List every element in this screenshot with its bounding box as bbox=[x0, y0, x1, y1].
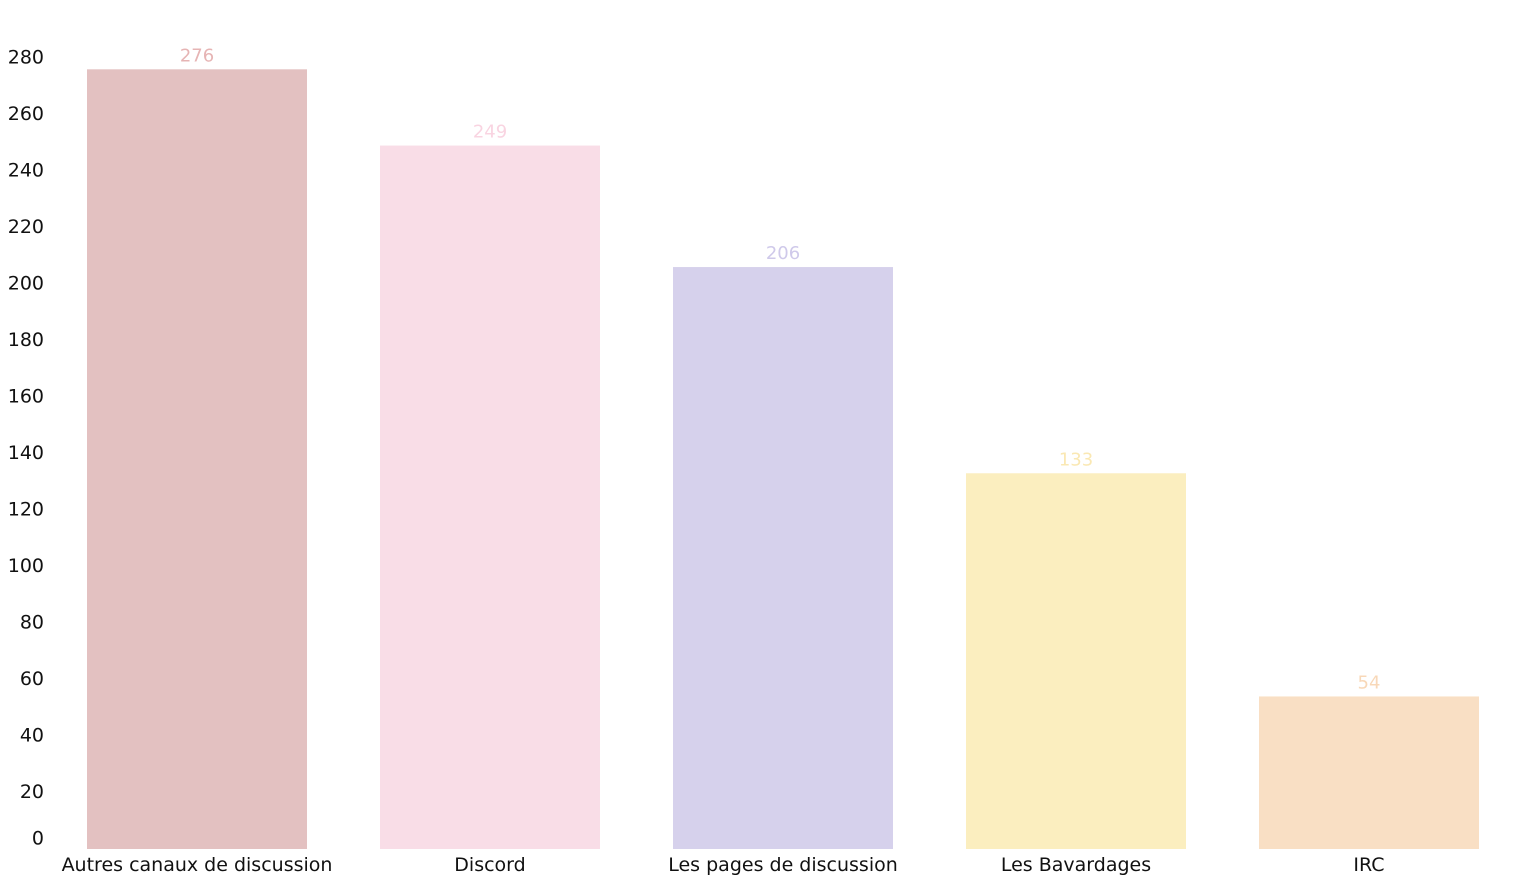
bar-value-label: 276 bbox=[180, 45, 214, 66]
bar bbox=[87, 69, 307, 850]
value-labels-group: 276 249 206 133 54 bbox=[180, 45, 1381, 693]
bar bbox=[380, 145, 600, 849]
y-tick-label: 260 bbox=[8, 103, 44, 125]
bar-value-label: 133 bbox=[1059, 449, 1093, 470]
y-tick-label: 280 bbox=[8, 47, 44, 69]
category-label: Discord bbox=[454, 854, 525, 876]
y-tick-label: 140 bbox=[8, 442, 44, 464]
category-label: Les pages de discussion bbox=[668, 854, 898, 876]
bars-group bbox=[87, 69, 1479, 850]
y-tick-label: 80 bbox=[20, 612, 44, 634]
category-labels-group: Autres canaux de discussion Discord Les pa… bbox=[62, 854, 1385, 876]
y-tick-label: 240 bbox=[8, 160, 44, 182]
bar bbox=[1259, 696, 1479, 849]
y-tick-label: 200 bbox=[8, 273, 44, 295]
bar-value-label: 206 bbox=[766, 243, 800, 264]
bar bbox=[966, 473, 1186, 849]
category-label: Les Bavardages bbox=[1001, 854, 1151, 876]
y-tick-label: 60 bbox=[20, 668, 44, 690]
y-tick-label: 20 bbox=[20, 781, 44, 803]
y-tick-label: 220 bbox=[8, 216, 44, 238]
y-tick-label: 180 bbox=[8, 329, 44, 351]
category-label: IRC bbox=[1353, 854, 1384, 876]
y-axis-ticks: 0 20 40 60 80 100 120 140 160 180 200 220 240 260 280 bbox=[8, 47, 44, 850]
y-tick-label: 160 bbox=[8, 386, 44, 408]
category-label: Autres canaux de discussion bbox=[62, 854, 333, 876]
y-tick-label: 120 bbox=[8, 499, 44, 521]
y-tick-label: 0 bbox=[32, 828, 44, 850]
bar bbox=[673, 267, 893, 849]
y-tick-label: 100 bbox=[8, 555, 44, 577]
y-tick-label: 40 bbox=[20, 725, 44, 747]
bar-value-label: 249 bbox=[473, 122, 507, 143]
bar-value-label: 54 bbox=[1358, 672, 1381, 693]
